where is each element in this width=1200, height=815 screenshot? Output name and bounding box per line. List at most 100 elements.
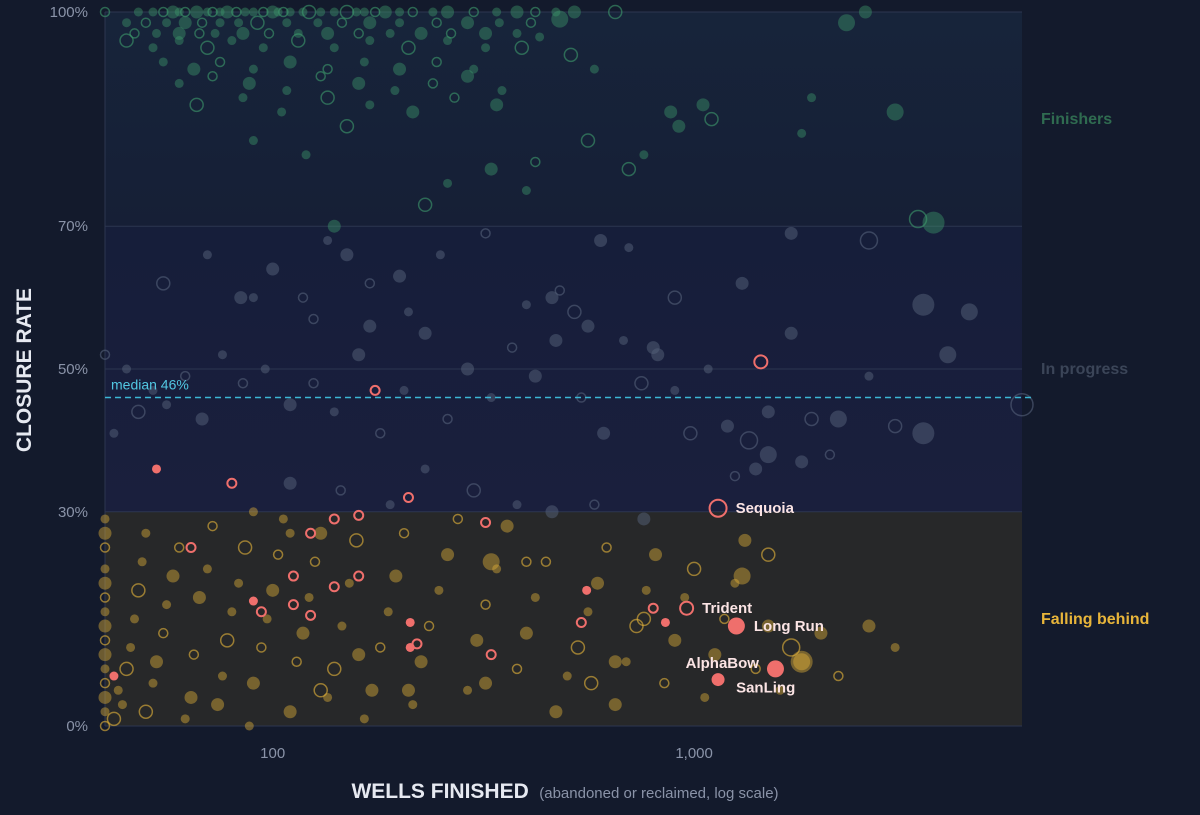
point-finishers [385,28,395,38]
y-tick-label: 50% [58,361,88,378]
point-finishers [315,71,326,82]
highlight-point [405,617,415,627]
point-in-progress [739,431,759,450]
point-in-progress [1010,392,1034,417]
point-finishers [468,6,479,18]
point-falling-behind [730,578,740,588]
point-finishers [336,17,348,28]
point-in-progress [703,364,713,374]
point-in-progress [545,505,559,519]
point-in-progress [594,233,608,247]
point-falling-behind [365,683,379,697]
point-finishers [329,43,339,53]
point-falling-behind [733,567,751,585]
point-finishers [449,92,460,103]
point-in-progress [329,407,339,417]
highlight-point [353,570,365,582]
point-finishers [401,40,416,55]
point-finishers [858,5,872,19]
point-falling-behind [173,542,185,553]
point-finishers [210,28,220,38]
point-in-progress [179,370,191,382]
point-finishers [365,100,375,110]
point-finishers [664,105,678,119]
point-falling-behind [202,564,212,574]
point-in-progress [393,269,407,283]
point-falling-behind [659,677,670,689]
point-finishers [696,98,710,112]
point-finishers [838,14,856,32]
point-falling-behind [119,661,134,677]
point-finishers [431,56,442,68]
point-in-progress [549,333,563,347]
point-finishers [263,28,275,39]
point-falling-behind [793,653,811,671]
point-falling-behind [775,685,785,695]
point-finishers [353,28,364,39]
point-finishers [282,18,292,28]
point-finishers [807,93,817,103]
point-falling-behind [700,692,710,702]
point-falling-behind [649,548,663,562]
y-tick-label: 30% [58,504,88,521]
x-axis-title: WELLS FINISHED (abandoned or reclaimed, … [351,780,778,803]
point-in-progress [403,307,413,317]
point-falling-behind [100,664,110,674]
point-in-progress [466,483,481,498]
highlight-point [766,660,784,678]
point-falling-behind [482,553,500,571]
point-finishers [608,4,623,20]
point-finishers [194,28,205,39]
point-finishers [129,28,140,39]
point-finishers [200,40,215,55]
point-falling-behind [398,527,410,539]
point-finishers [563,47,579,63]
band-label-finishers: Finishers [1041,111,1112,128]
point-falling-behind [327,661,342,677]
point-in-progress [667,290,683,305]
point-in-progress [646,341,660,355]
point-finishers [514,40,530,55]
point-falling-behind [349,533,364,548]
point-in-progress [266,262,280,276]
point-finishers [172,26,186,40]
point-falling-behind [278,514,288,524]
point-falling-behind [761,619,775,633]
callout-alphabow: AlphaBow [686,655,760,672]
point-in-progress [156,276,171,291]
point-finishers [525,17,537,28]
highlight-point [753,354,769,370]
highlight-point [727,617,745,635]
point-in-progress [829,410,847,428]
point-falling-behind [833,670,844,682]
point-finishers [461,16,475,30]
point-in-progress [442,413,453,425]
point-falling-behind [352,648,366,662]
point-finishers [148,43,158,53]
point-in-progress [131,404,146,420]
band-falling-behind [105,511,1022,726]
point-in-progress [283,398,297,412]
point-falling-behind [500,519,514,533]
point-in-progress [912,422,935,445]
point-finishers [494,18,504,28]
point-falling-behind [309,556,321,568]
point-falling-behind [621,657,631,667]
point-falling-behind [323,692,333,702]
point-falling-behind [359,714,369,724]
point-falling-behind [761,547,776,562]
point-finishers [492,7,502,17]
point-falling-behind [113,685,123,695]
point-in-progress [795,455,809,469]
point-falling-behind [530,592,540,602]
point-falling-behind [219,633,235,648]
point-finishers [339,4,355,20]
point-finishers [291,33,306,48]
point-falling-behind [192,590,206,604]
point-finishers [301,150,311,160]
point-in-progress [480,228,491,239]
point-falling-behind [100,707,110,717]
point-in-progress [804,411,819,427]
point-in-progress [418,326,432,340]
